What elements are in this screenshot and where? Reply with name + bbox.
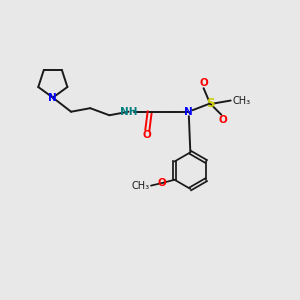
Text: CH₃: CH₃: [131, 181, 149, 190]
Text: N: N: [49, 93, 57, 103]
Text: NH: NH: [120, 107, 137, 117]
Text: O: O: [199, 78, 208, 88]
Text: N: N: [184, 107, 193, 117]
Text: CH₃: CH₃: [232, 95, 250, 106]
Text: S: S: [206, 97, 214, 110]
Text: O: O: [218, 115, 227, 125]
Text: O: O: [158, 178, 166, 188]
Text: O: O: [143, 130, 152, 140]
